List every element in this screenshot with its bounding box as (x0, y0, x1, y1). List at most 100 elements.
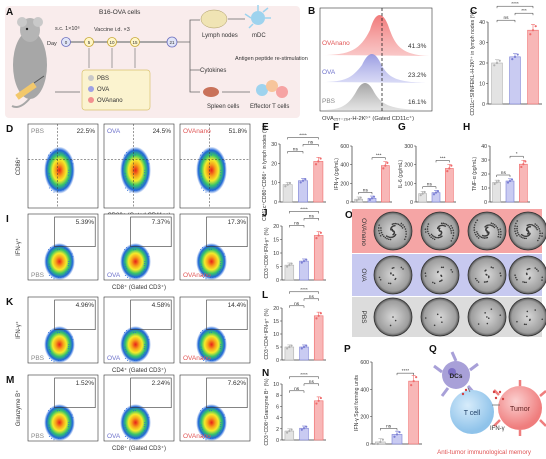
spot (443, 224, 445, 227)
event-dot (64, 331, 66, 333)
spot (533, 224, 535, 227)
event-dot (48, 274, 50, 276)
spot (484, 235, 486, 237)
event-dot (125, 428, 127, 430)
event-dot (125, 175, 127, 177)
y-tick-label: 0 (276, 278, 279, 284)
event-dot (49, 330, 51, 332)
spot (516, 278, 518, 281)
spot (438, 280, 441, 283)
event-dot (210, 332, 212, 334)
event-dot (224, 163, 226, 165)
spot (486, 236, 489, 239)
event-dot (48, 187, 50, 189)
data-point (495, 181, 498, 184)
sig-label: ns (308, 140, 314, 145)
event-dot (68, 262, 70, 264)
spot (526, 310, 529, 313)
event-dot (218, 431, 220, 433)
spot (404, 235, 407, 238)
event-dot (220, 345, 222, 347)
event-dot (48, 249, 50, 251)
spot (392, 266, 395, 269)
event-dot (133, 154, 135, 156)
histogram-xlabel: OVA₂₅₇₋₂₆₄-H-2Kᵇ⁺ (Gated CD11c⁺) (322, 115, 414, 122)
spot (516, 225, 519, 228)
y-tick-label: 200 (404, 163, 413, 169)
spot (380, 227, 382, 229)
spot (391, 236, 394, 238)
data-point (300, 261, 303, 264)
timeline-days: 0 5 10 15 21 (61, 36, 178, 48)
event-dot (223, 414, 225, 416)
event-dot (53, 361, 55, 363)
y-tick-label: 400 (340, 163, 349, 169)
event-dot (142, 182, 144, 184)
memory-caption: Anti-tumor immunological memory (437, 449, 532, 456)
spot (452, 234, 455, 237)
flow-plot-pbs: 5.39% PBS (27, 213, 99, 281)
sig-label: **** (299, 132, 307, 138)
spot (528, 267, 531, 270)
event-dot (60, 190, 62, 192)
bar-ovanano (527, 29, 539, 105)
histogram-frame (319, 7, 433, 112)
event-dot (220, 261, 222, 263)
spot (428, 234, 431, 237)
event-dot (142, 249, 144, 251)
spot (485, 281, 487, 283)
y-tick-label: 20 (481, 172, 487, 178)
event-dot (66, 270, 68, 272)
y-tick-label: 10 (481, 186, 487, 192)
series-label-ova: OVA (322, 69, 336, 76)
event-dot (143, 174, 145, 176)
event-dot (142, 270, 144, 272)
event-dot (122, 257, 124, 259)
panel-letter: N (262, 368, 269, 379)
plate-label-pbs: PBS (360, 310, 367, 324)
event-dot (122, 340, 124, 342)
spot (525, 237, 527, 240)
spot (514, 225, 516, 227)
spot (442, 222, 445, 225)
event-dot (136, 190, 138, 192)
event-dot (134, 360, 136, 362)
y-tick-label: 4 (276, 416, 279, 422)
spot (437, 234, 440, 237)
y-tick-label: 20 (479, 61, 485, 67)
event-dot (200, 332, 202, 334)
event-dot (198, 340, 200, 342)
event-dot (46, 418, 48, 420)
event-dot (48, 154, 50, 156)
panel-letter: G (398, 122, 406, 133)
spot (489, 224, 492, 226)
data-point (319, 312, 322, 315)
spot (482, 237, 484, 239)
spot (486, 322, 489, 325)
spot (402, 268, 404, 270)
y-tick-label: 0 (276, 358, 279, 364)
event-dot (68, 345, 70, 347)
event-dot (218, 154, 220, 156)
spot (433, 282, 436, 285)
panel-letter: P (344, 344, 351, 355)
event-dot (58, 277, 60, 279)
event-dot (49, 408, 51, 410)
event-dot (65, 184, 67, 186)
data-point (423, 190, 426, 194)
panel-a-background (5, 6, 300, 118)
y-tick-label: 10 (273, 332, 279, 338)
event-dot (205, 361, 207, 363)
elispot-well (508, 255, 546, 295)
event-dot (134, 249, 136, 251)
density-cloud (196, 243, 227, 280)
event-dot (48, 435, 50, 437)
event-dot (124, 274, 126, 276)
spot (476, 232, 479, 235)
spot (528, 223, 531, 226)
spot (450, 224, 452, 227)
event-dot (68, 180, 70, 182)
data-point (317, 399, 320, 402)
spot (495, 225, 497, 227)
bar-ovanano (313, 400, 324, 441)
